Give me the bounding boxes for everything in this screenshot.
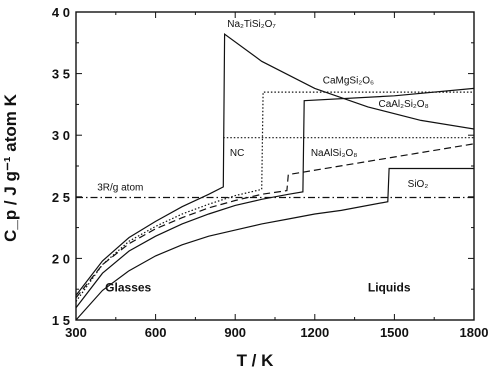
series-line-naalsi3o8 <box>75 143 475 299</box>
series-line-sio2 <box>75 167 474 321</box>
plot-frame <box>75 11 475 321</box>
series-label: NC <box>230 148 244 159</box>
y-tick-label: 2 0 <box>52 251 70 266</box>
x-tick-label: 1800 <box>460 325 489 340</box>
series-label: NaAlSi₃O₈ <box>311 148 358 159</box>
plot-border <box>75 11 475 321</box>
x-tick-label: 1500 <box>380 325 409 340</box>
annotation-layer: Na₂TiSi₂O₇ CaMgSi₂O₆ CaAl₂Si₂O₈ NC NaAlSi₃O₈… <box>97 19 429 295</box>
x-tick-label: 600 <box>145 325 167 340</box>
region-label: Glasses <box>105 281 151 295</box>
series-layer <box>75 33 475 321</box>
y-axis-title: C_p / J g⁻¹ atom K <box>1 93 20 242</box>
region-label: Liquids <box>368 281 411 295</box>
y-tick-label: 1 5 <box>52 313 70 328</box>
x-tick-label: 1200 <box>300 325 329 340</box>
y-tick-label: 3 5 <box>52 67 70 82</box>
y-tick-label: 4 0 <box>52 5 70 20</box>
y-tick-label: 2 5 <box>52 190 70 205</box>
y-tick-label: 3 0 <box>52 128 70 143</box>
x-tick-labels: 300 600 900 1200 1500 1800 <box>65 325 488 340</box>
x-tick-label: 300 <box>65 325 87 340</box>
series-line-camgsi2o6 <box>75 91 474 302</box>
series-label: CaAl₂Si₂O₈ <box>378 99 428 110</box>
series-line-na2tisi2o7 <box>75 33 475 296</box>
series-label: SiO₂ <box>408 179 429 190</box>
axis-ticks <box>75 11 475 321</box>
series-label: CaMgSi₂O₆ <box>323 75 374 86</box>
x-axis-title: T / K <box>237 351 275 370</box>
series-label: Na₂TiSi₂O₇ <box>227 19 276 30</box>
x-tick-label: 900 <box>224 325 246 340</box>
series-label: 3R/g atom <box>97 183 143 194</box>
y-tick-labels: 1 5 2 0 2 5 3 0 3 5 4 0 <box>52 5 70 328</box>
series-line-caal2si2o8 <box>75 87 475 309</box>
